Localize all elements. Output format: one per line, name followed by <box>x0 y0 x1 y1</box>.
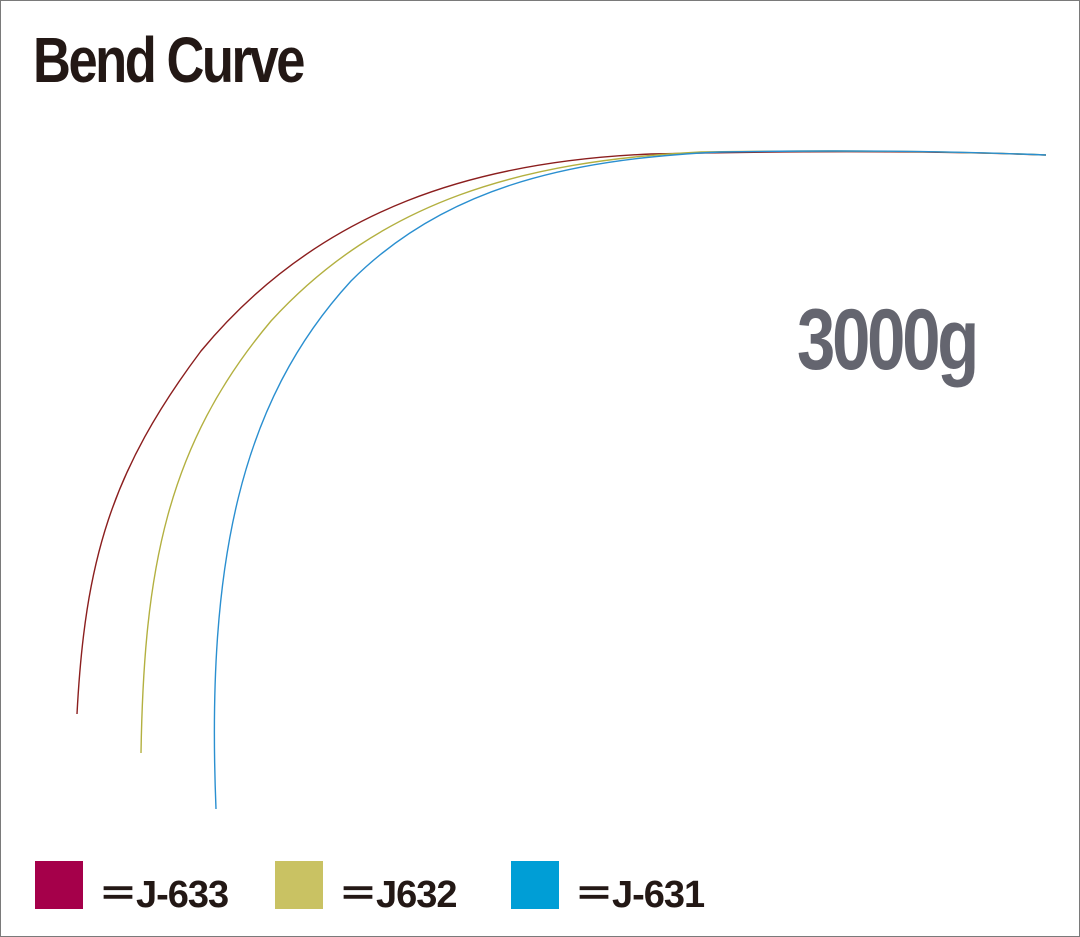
legend-swatch <box>275 861 323 909</box>
legend-label: ＝J-633 <box>99 874 229 916</box>
load-label: 3000g <box>797 292 979 388</box>
curve-j632 <box>140 150 1047 754</box>
legend-label: ＝J-631 <box>575 874 705 916</box>
legend-swatch <box>511 861 559 909</box>
curve-j633 <box>76 151 1047 715</box>
legend-swatch <box>35 861 83 909</box>
legend-label: ＝J632 <box>339 874 458 916</box>
curve-j631 <box>213 150 1047 810</box>
title: Bend Curve <box>33 24 305 96</box>
